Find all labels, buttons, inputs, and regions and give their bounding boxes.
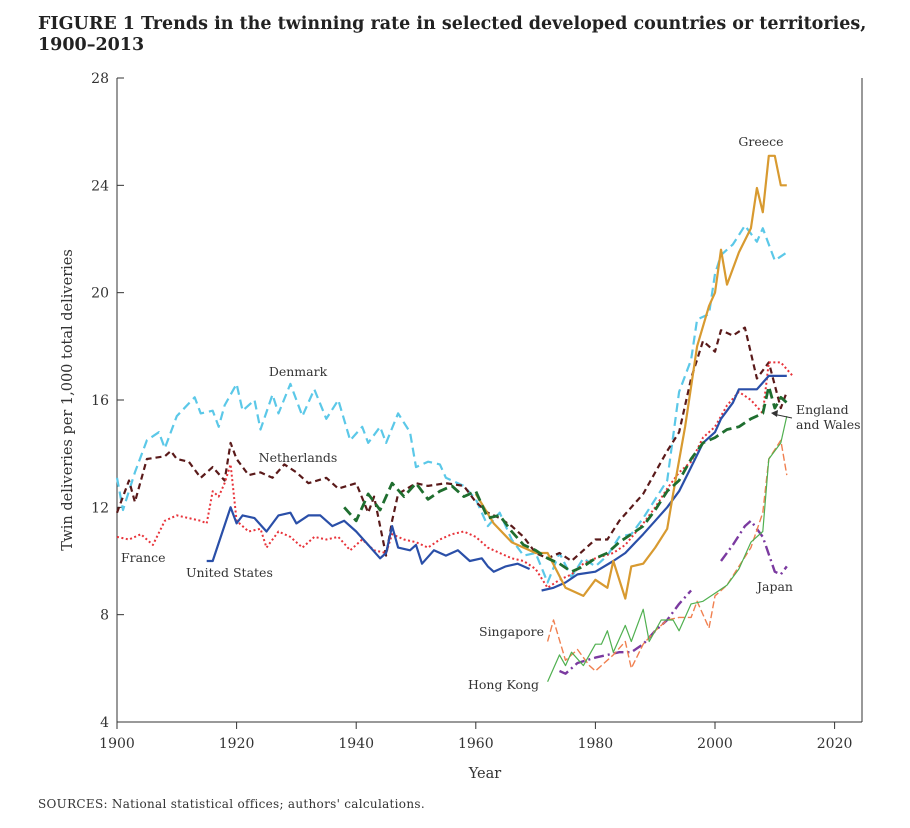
y-tick-label: 16 <box>91 393 109 409</box>
series-label-japan: Japan <box>755 579 793 594</box>
y-tick-label: 24 <box>91 178 109 194</box>
y-tick-label: 12 <box>91 500 109 516</box>
label-line: and Wales <box>796 417 861 432</box>
source-note: SOURCES: National statistical offices; a… <box>38 797 425 811</box>
series-line-united-states <box>206 374 787 592</box>
x-tick-label: 2020 <box>817 736 853 752</box>
label-line: England <box>796 402 849 417</box>
series-line-france <box>116 361 794 589</box>
series-line-england-and-wales <box>343 385 788 574</box>
series-label-greece: Greece <box>738 134 783 149</box>
series-label-england-and-wales: England and Wales <box>796 402 861 432</box>
y-tick-label: 8 <box>100 608 109 624</box>
x-tick-label: 1920 <box>219 736 255 752</box>
series-line-hong-kong <box>547 415 788 683</box>
series-label-netherlands: Netherlands <box>259 450 338 465</box>
series-lines <box>115 154 794 683</box>
series-line-netherlands <box>115 326 788 563</box>
y-tick-label: 20 <box>91 286 109 302</box>
series-label-france: France <box>121 550 166 565</box>
series-label-denmark: Denmark <box>269 364 328 379</box>
series-line-japan <box>559 519 788 675</box>
series-line-greece <box>474 154 787 600</box>
axes: 4 8 12 16 20 24 28 1900 1920 1940 1960 1980 2000 2020 <box>91 71 863 752</box>
x-tick-label: 1960 <box>458 736 494 752</box>
x-tick-label: 1980 <box>578 736 614 752</box>
series-label-hong-kong: Hong Kong <box>468 677 539 692</box>
series-line-singapore <box>546 439 788 672</box>
y-tick-label: 4 <box>100 715 109 731</box>
series-label-singapore: Singapore <box>479 624 544 639</box>
y-tick-label: 28 <box>91 71 109 87</box>
x-axis-label: Year <box>468 766 502 782</box>
x-tick-label: 1900 <box>99 736 135 752</box>
series-line-denmark <box>115 224 788 584</box>
y-axis-label: Twin deliveries per 1,000 total deliveri… <box>60 249 76 551</box>
series-label-united-states: United States <box>186 565 273 580</box>
x-tick-label: 1940 <box>338 736 374 752</box>
series-labels: Denmark Netherlands France United States Gre… <box>121 134 861 692</box>
arrow-head-icon <box>771 410 778 417</box>
chart-title: FIGURE 1 Trends in the twinning rate in … <box>38 14 867 55</box>
x-tick-label: 2000 <box>697 736 733 752</box>
